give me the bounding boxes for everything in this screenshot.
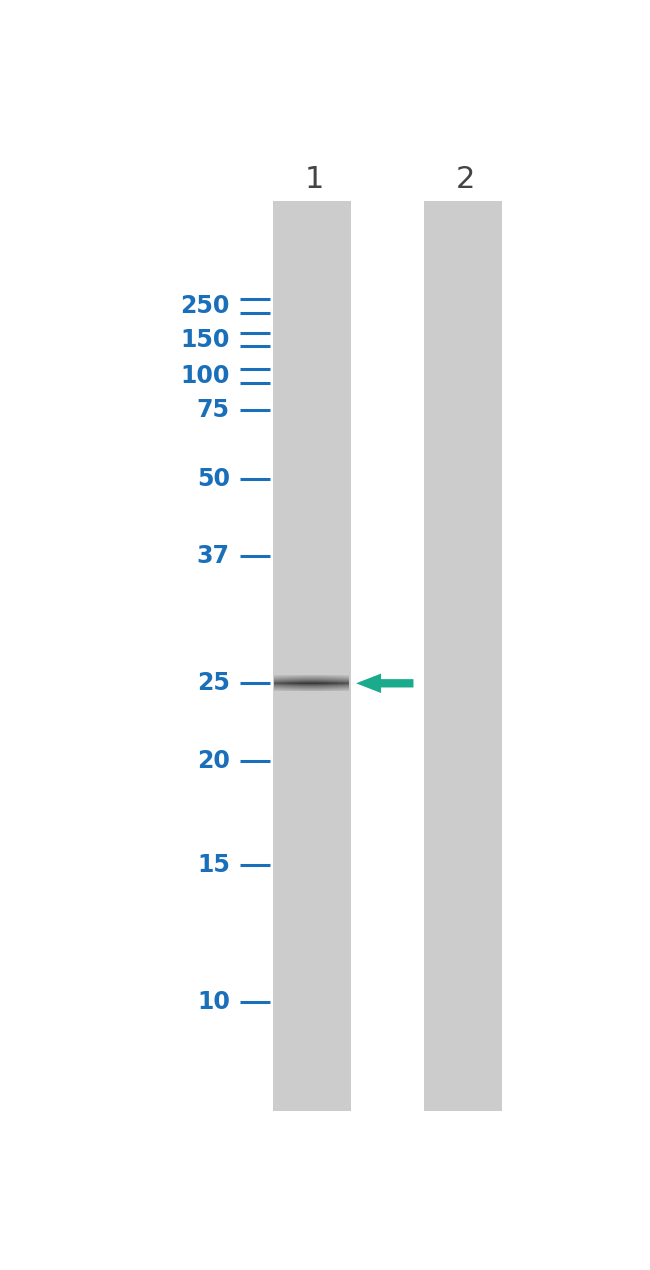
Bar [299,676,300,691]
Bar [330,676,332,691]
Bar [337,676,338,691]
Bar [318,676,319,691]
Bar [324,676,326,691]
Bar [288,676,289,691]
Text: 25: 25 [197,672,230,695]
Bar [309,676,311,691]
Bar [320,676,322,691]
Text: 20: 20 [197,748,230,772]
Bar [327,676,328,691]
Bar [281,676,283,691]
Bar [308,676,309,691]
Bar [306,676,307,691]
Bar [343,676,344,691]
Bar [292,676,293,691]
Bar [307,676,308,691]
Bar [348,676,349,691]
Bar [302,676,303,691]
Text: 150: 150 [181,328,230,352]
Bar [311,676,312,691]
Bar [287,676,288,691]
Bar [346,676,348,691]
Bar [284,676,285,691]
Text: 75: 75 [197,399,230,423]
Text: 250: 250 [181,293,230,318]
Bar [328,676,330,691]
Bar [303,676,304,691]
Bar [342,676,343,691]
Text: 37: 37 [197,544,230,568]
Bar [289,676,291,691]
Bar [312,676,313,691]
Bar [338,676,339,691]
Bar [424,202,502,1111]
Bar [296,676,298,691]
Bar [291,676,292,691]
Bar [277,676,278,691]
Bar [293,676,294,691]
Bar [314,676,315,691]
Bar [339,676,341,691]
Bar [274,676,276,691]
Bar [333,676,334,691]
Bar [326,676,327,691]
Bar [332,676,333,691]
Bar [285,676,287,691]
Bar [298,676,299,691]
Bar [341,676,342,691]
Text: 50: 50 [197,466,230,490]
Bar [276,676,277,691]
Bar [313,676,314,691]
Text: 10: 10 [197,989,230,1013]
Bar [294,676,296,691]
Bar [323,676,324,691]
Text: 15: 15 [197,853,230,878]
Bar [319,676,320,691]
Bar [335,676,337,691]
Bar [304,676,306,691]
Bar [283,676,284,691]
Text: 100: 100 [181,364,230,387]
Bar [315,676,317,691]
Bar [334,676,335,691]
Text: 1: 1 [304,165,324,194]
Bar [344,676,346,691]
Bar [273,202,351,1111]
Bar [317,676,318,691]
FancyArrowPatch shape [356,673,413,693]
Bar [300,676,302,691]
Text: 2: 2 [456,165,474,194]
Bar [322,676,323,691]
Bar [278,676,280,691]
Bar [280,676,281,691]
